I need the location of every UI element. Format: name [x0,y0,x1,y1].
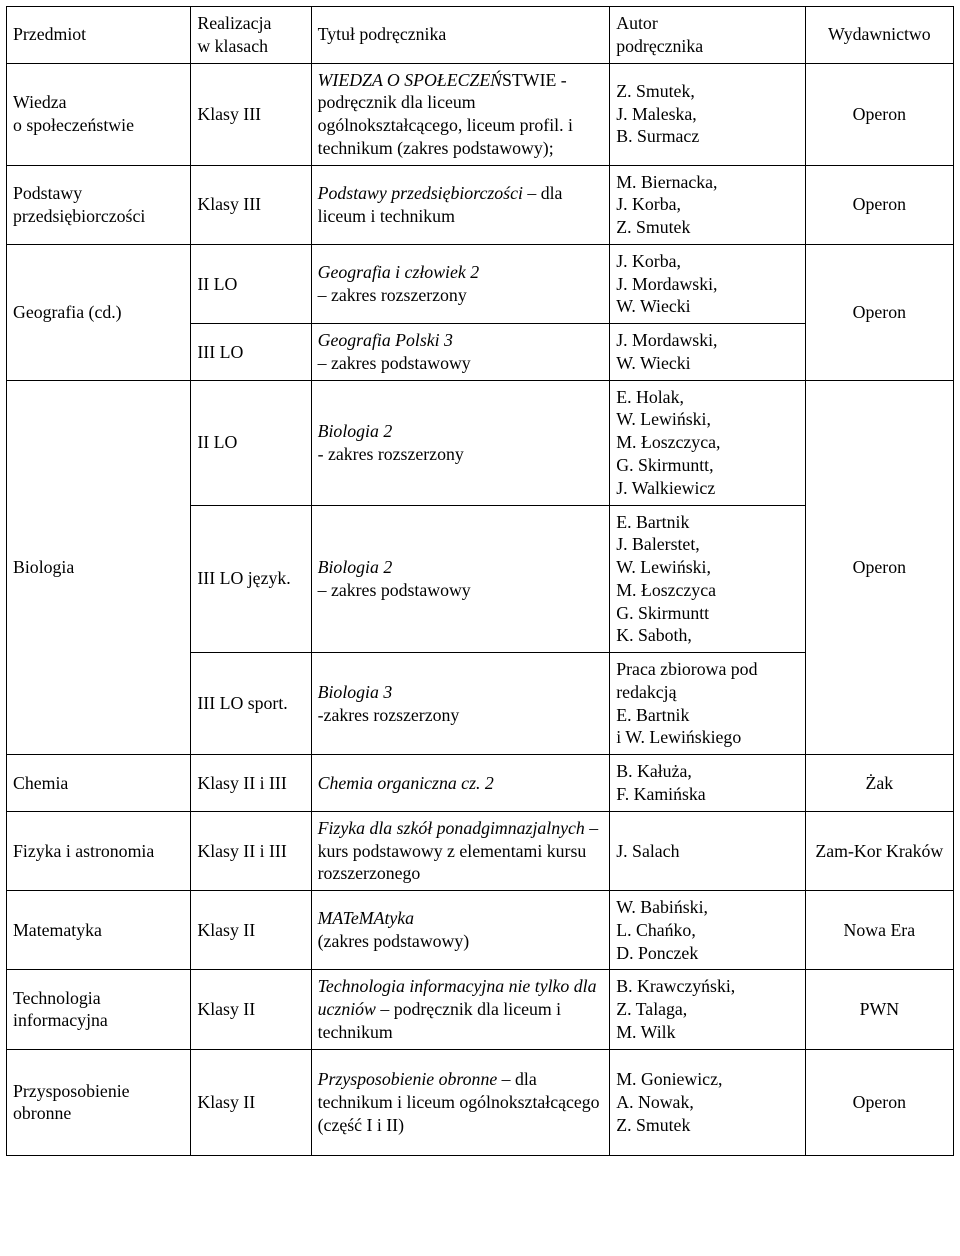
col-header-publisher: Wydawnictwo [805,7,953,64]
title-italic: Biologia 2 [318,557,393,577]
cell-classes: Klasy III [191,63,311,165]
title-rest: – zakres rozszerzony [318,285,467,305]
title-italic: Przysposobienie obronne [318,1069,498,1089]
cell-title: Biologia 3 -zakres rozszerzony [311,653,610,755]
col-header-author: Autorpodręcznika [610,7,805,64]
cell-classes: Klasy II i III [191,755,311,812]
cell-classes: III LO [191,324,311,381]
cell-title: Przysposobienie obronne – dla technikum … [311,1049,610,1156]
cell-title: Geografia Polski 3 – zakres podstawowy [311,324,610,381]
title-italic: MATeMAtyka [318,908,414,928]
table-row: Chemia Klasy II i III Chemia organiczna … [7,755,954,812]
cell-classes: II LO [191,380,311,505]
table-row: Technologia informacyjna Klasy II Techno… [7,970,954,1049]
cell-author: E. Holak,W. Lewiński,M. Łoszczyca,G. Ski… [610,380,805,505]
title-italic: Geografia i człowiek 2 [318,262,480,282]
cell-title: MATeMAtyka (zakres podstawowy) [311,891,610,970]
cell-title: Chemia organiczna cz. 2 [311,755,610,812]
cell-subject: Podstawy przedsiębiorczości [7,165,191,244]
cell-title: Technologia informacyjna nie tylko dla u… [311,970,610,1049]
cell-author: B. Krawczyński,Z. Talaga,M. Wilk [610,970,805,1049]
cell-subject: Fizyka i astronomia [7,811,191,890]
cell-classes: Klasy II [191,891,311,970]
cell-author: M. Biernacka,J. Korba,Z. Smutek [610,165,805,244]
table-row: Matematyka Klasy II MATeMAtyka (zakres po… [7,891,954,970]
cell-publisher: Nowa Era [805,891,953,970]
table-row: Wiedzao społeczeństwie Klasy III WIEDZA … [7,63,954,165]
cell-classes: Klasy II [191,1049,311,1156]
table-row: Podstawy przedsiębiorczości Klasy III Po… [7,165,954,244]
title-italic: Geografia Polski 3 [318,330,453,350]
cell-author: Praca zbiorowa pod redakcjąE. Bartniki W… [610,653,805,755]
col-header-subject: Przedmiot [7,7,191,64]
cell-author: W. Babiński,L. Chańko,D. Ponczek [610,891,805,970]
cell-title: Geografia i człowiek 2 – zakres rozszerz… [311,244,610,323]
title-rest: – zakres podstawowy [318,580,471,600]
table-row: Geografia (cd.) II LO Geografia i człowi… [7,244,954,323]
cell-author: M. Goniewicz,A. Nowak,Z. Smutek [610,1049,805,1156]
cell-publisher: PWN [805,970,953,1049]
title-italic: Fizyka dla szkół ponadgimnazjalnych [318,818,585,838]
cell-classes: III LO język. [191,505,311,653]
cell-subject: Chemia [7,755,191,812]
cell-subject: Matematyka [7,891,191,970]
cell-publisher: Zam-Kor Kraków [805,811,953,890]
title-italic: WIEDZA O SPOŁECZEŃ [318,70,502,90]
cell-subject: Biologia [7,380,191,754]
cell-classes: Klasy II i III [191,811,311,890]
cell-title: WIEDZA O SPOŁECZEŃSTWIE - podręcznik dla… [311,63,610,165]
title-rest: (zakres podstawowy) [318,931,470,951]
col-header-classes: Realizacjaw klasach [191,7,311,64]
table-row: Przysposobienie obronne Klasy II Przyspo… [7,1049,954,1156]
title-italic: Podstawy przedsiębiorczości [318,183,523,203]
cell-classes: III LO sport. [191,653,311,755]
cell-subject: Technologia informacyjna [7,970,191,1049]
title-italic: Biologia 3 [318,682,393,702]
cell-author: J. Salach [610,811,805,890]
cell-author: J. Korba,J. Mordawski,W. Wiecki [610,244,805,323]
title-italic: Chemia organiczna cz. 2 [318,773,494,793]
cell-publisher: Operon [805,165,953,244]
cell-subject: Wiedzao społeczeństwie [7,63,191,165]
col-header-title: Tytuł podręcznika [311,7,610,64]
cell-subject: Przysposobienie obronne [7,1049,191,1156]
cell-publisher: Operon [805,1049,953,1156]
cell-publisher: Żak [805,755,953,812]
title-rest: – zakres podstawowy [318,353,471,373]
cell-author: J. Mordawski,W. Wiecki [610,324,805,381]
cell-author: Z. Smutek,J. Maleska,B. Surmacz [610,63,805,165]
table-row: Fizyka i astronomia Klasy II i III Fizyk… [7,811,954,890]
cell-classes: Klasy II [191,970,311,1049]
title-italic: Biologia 2 [318,421,393,441]
cell-subject: Geografia (cd.) [7,244,191,380]
cell-publisher: Operon [805,380,953,754]
table-row: Biologia II LO Biologia 2- zakres rozsze… [7,380,954,505]
title-rest: - zakres rozszerzony [318,444,464,464]
table-header-row: Przedmiot Realizacjaw klasach Tytuł podr… [7,7,954,64]
cell-publisher: Operon [805,63,953,165]
cell-title: Biologia 2 - zakres rozszerzony [311,380,610,505]
cell-author: B. Kałuża,F. Kamińska [610,755,805,812]
cell-classes: Klasy III [191,165,311,244]
cell-title: Podstawy przedsiębiorczości – dla liceum… [311,165,610,244]
cell-author: E. BartnikJ. Balerstet,W. Lewiński,M. Ło… [610,505,805,653]
cell-classes: II LO [191,244,311,323]
textbook-table: Przedmiot Realizacjaw klasach Tytuł podr… [6,6,954,1156]
title-rest: -zakres rozszerzony [318,705,460,725]
cell-publisher: Operon [805,244,953,380]
cell-title: Fizyka dla szkół ponadgimnazjalnych – ku… [311,811,610,890]
cell-title: Biologia 2 – zakres podstawowy [311,505,610,653]
